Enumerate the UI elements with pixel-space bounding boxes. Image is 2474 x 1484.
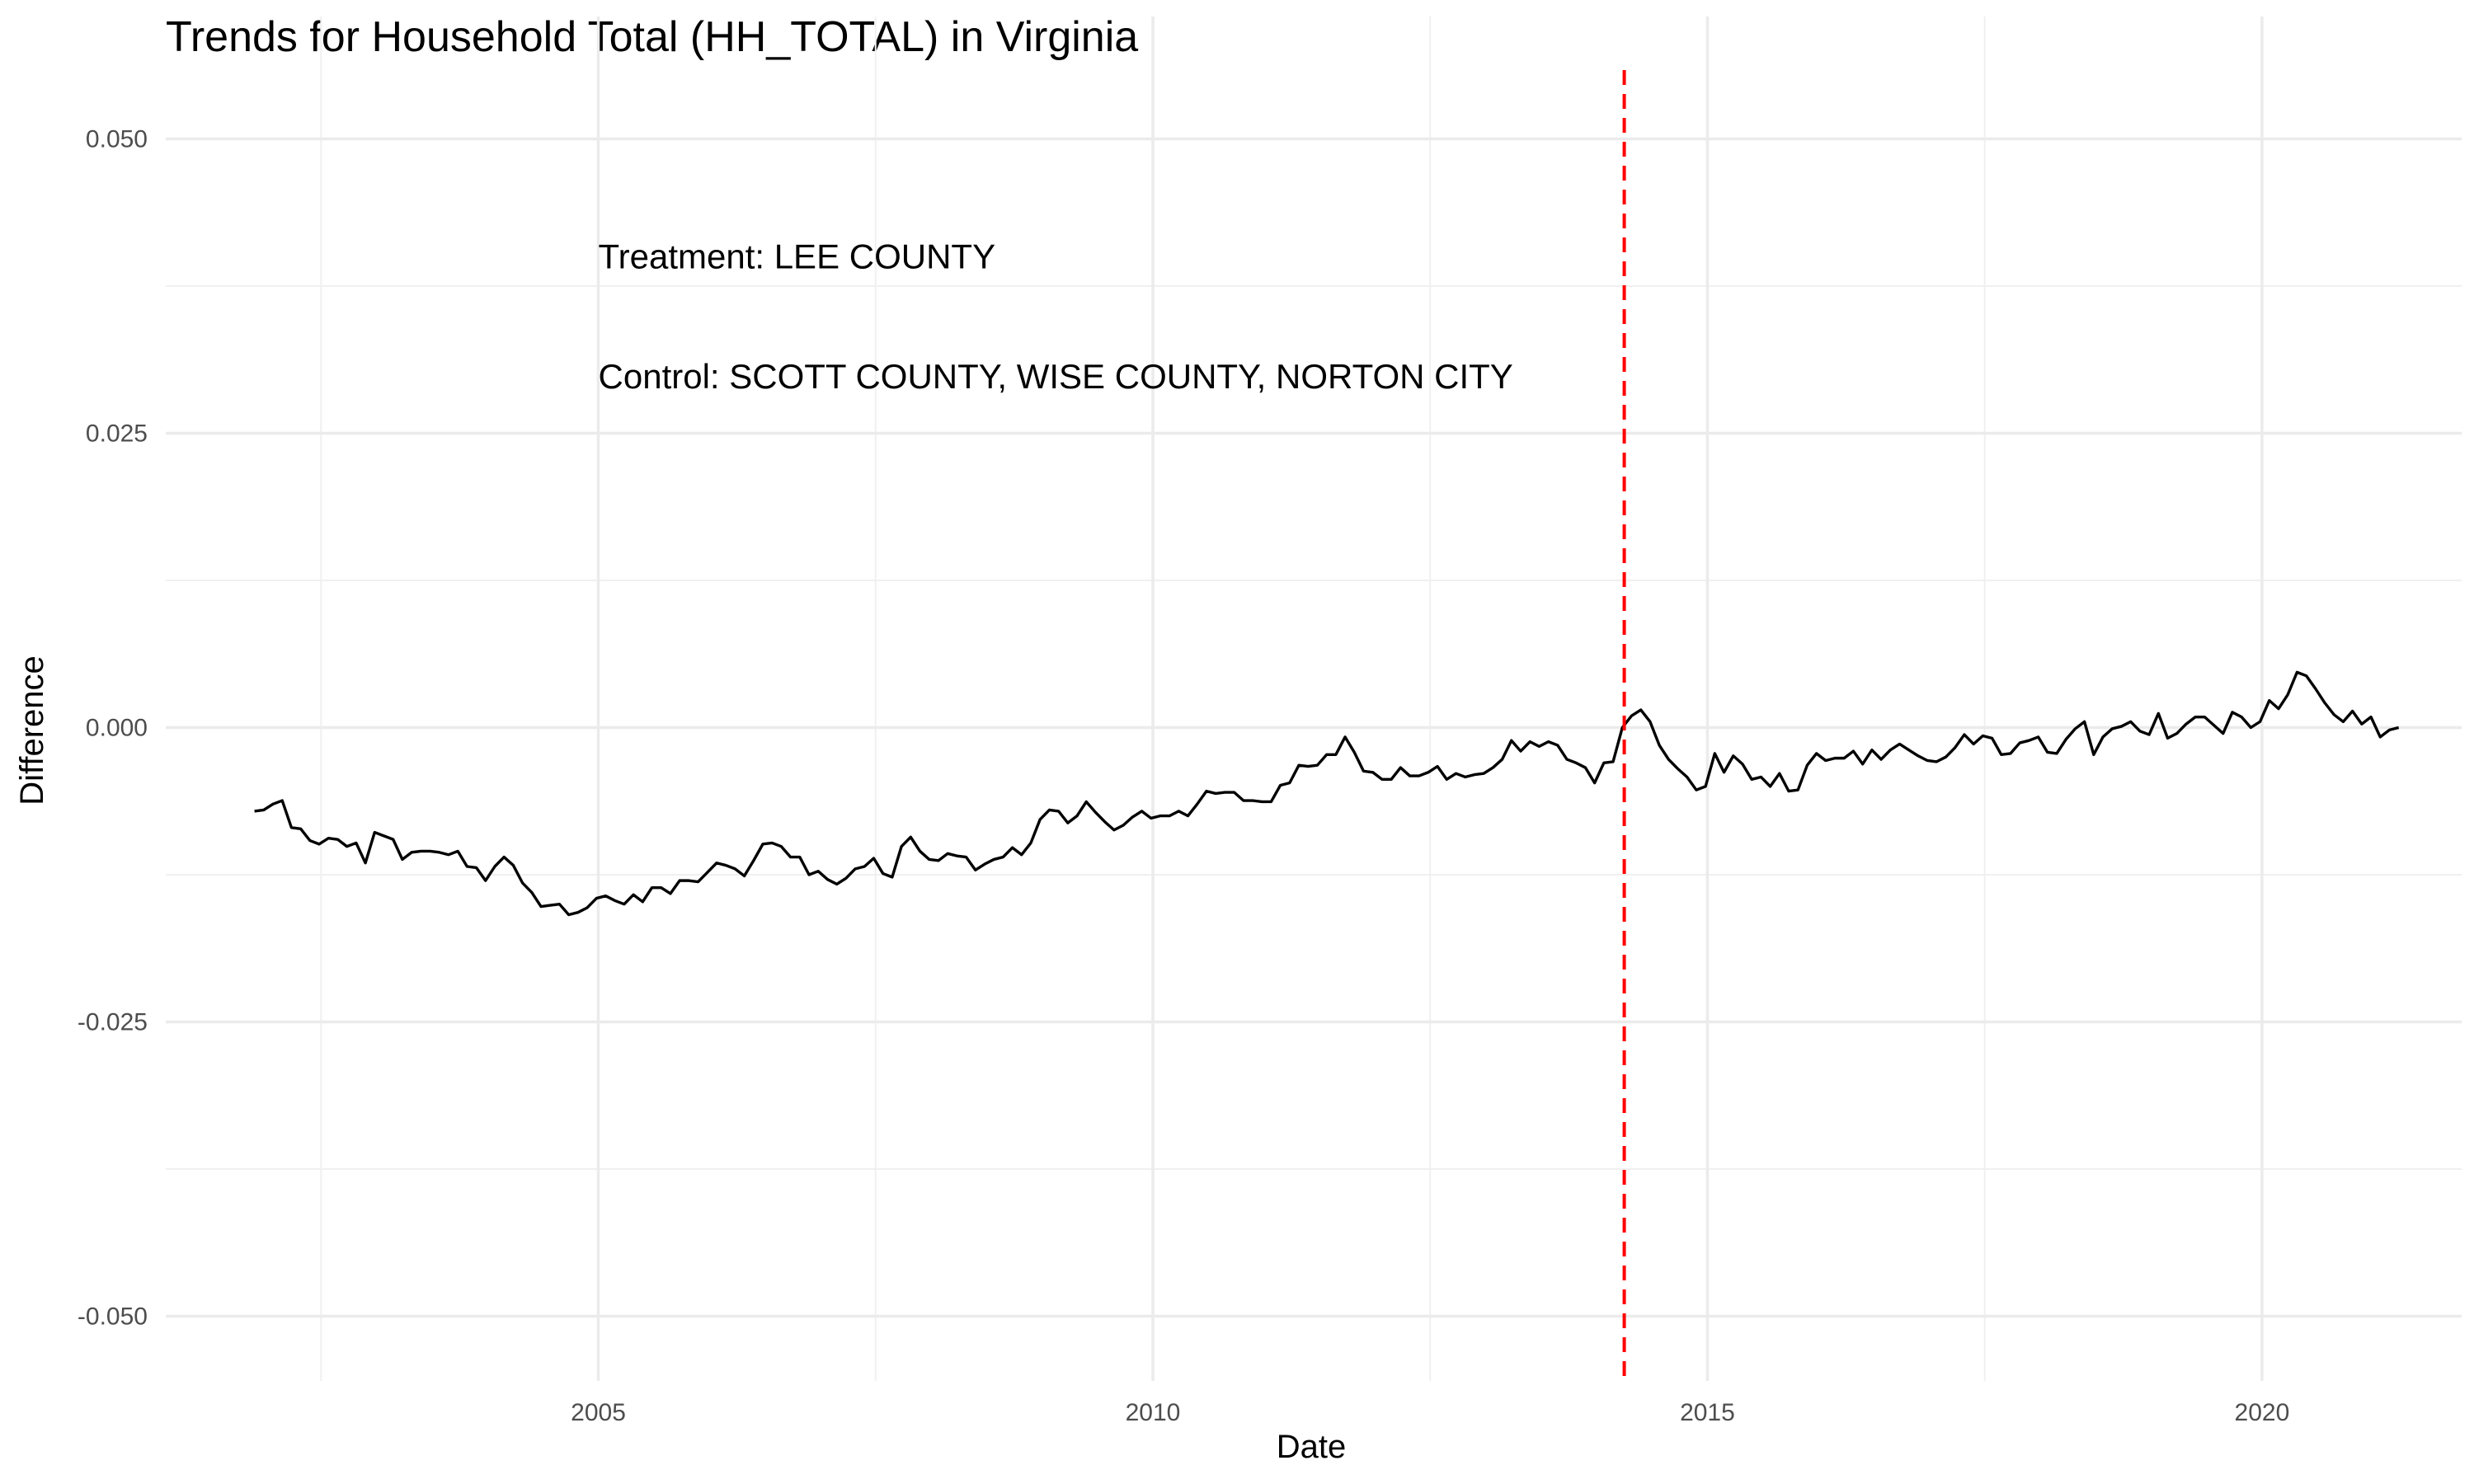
treatment-annotation: Treatment: LEE COUNTY bbox=[599, 237, 996, 275]
y-tick-label: 0.050 bbox=[86, 126, 148, 153]
y-axis-title: Difference bbox=[14, 655, 50, 805]
grid-minor bbox=[166, 16, 2462, 1381]
y-tick-label: 0.025 bbox=[86, 420, 148, 448]
y-tick-label: -0.050 bbox=[78, 1303, 148, 1330]
x-tick-label: 2020 bbox=[2235, 1399, 2290, 1426]
series-line bbox=[254, 670, 2400, 917]
x-tick-label: 2010 bbox=[1126, 1399, 1181, 1426]
y-tick-label: -0.025 bbox=[78, 1008, 148, 1036]
x-axis-title: Date bbox=[1277, 1429, 1347, 1465]
x-axis-ticks: 2005 2010 2015 2020 bbox=[571, 1399, 2289, 1426]
y-tick-label: 0.000 bbox=[86, 715, 148, 742]
y-axis-ticks: -0.050 -0.025 0.000 0.025 0.050 bbox=[78, 126, 148, 1331]
chart-title: Trends for Household Total (HH_TOTAL) in… bbox=[166, 13, 1138, 61]
x-tick-label: 2015 bbox=[1680, 1399, 1735, 1426]
control-annotation: Control: SCOTT COUNTY, WISE COUNTY, NORT… bbox=[599, 357, 1513, 396]
x-tick-label: 2005 bbox=[571, 1399, 626, 1426]
grid-major bbox=[166, 16, 2462, 1381]
